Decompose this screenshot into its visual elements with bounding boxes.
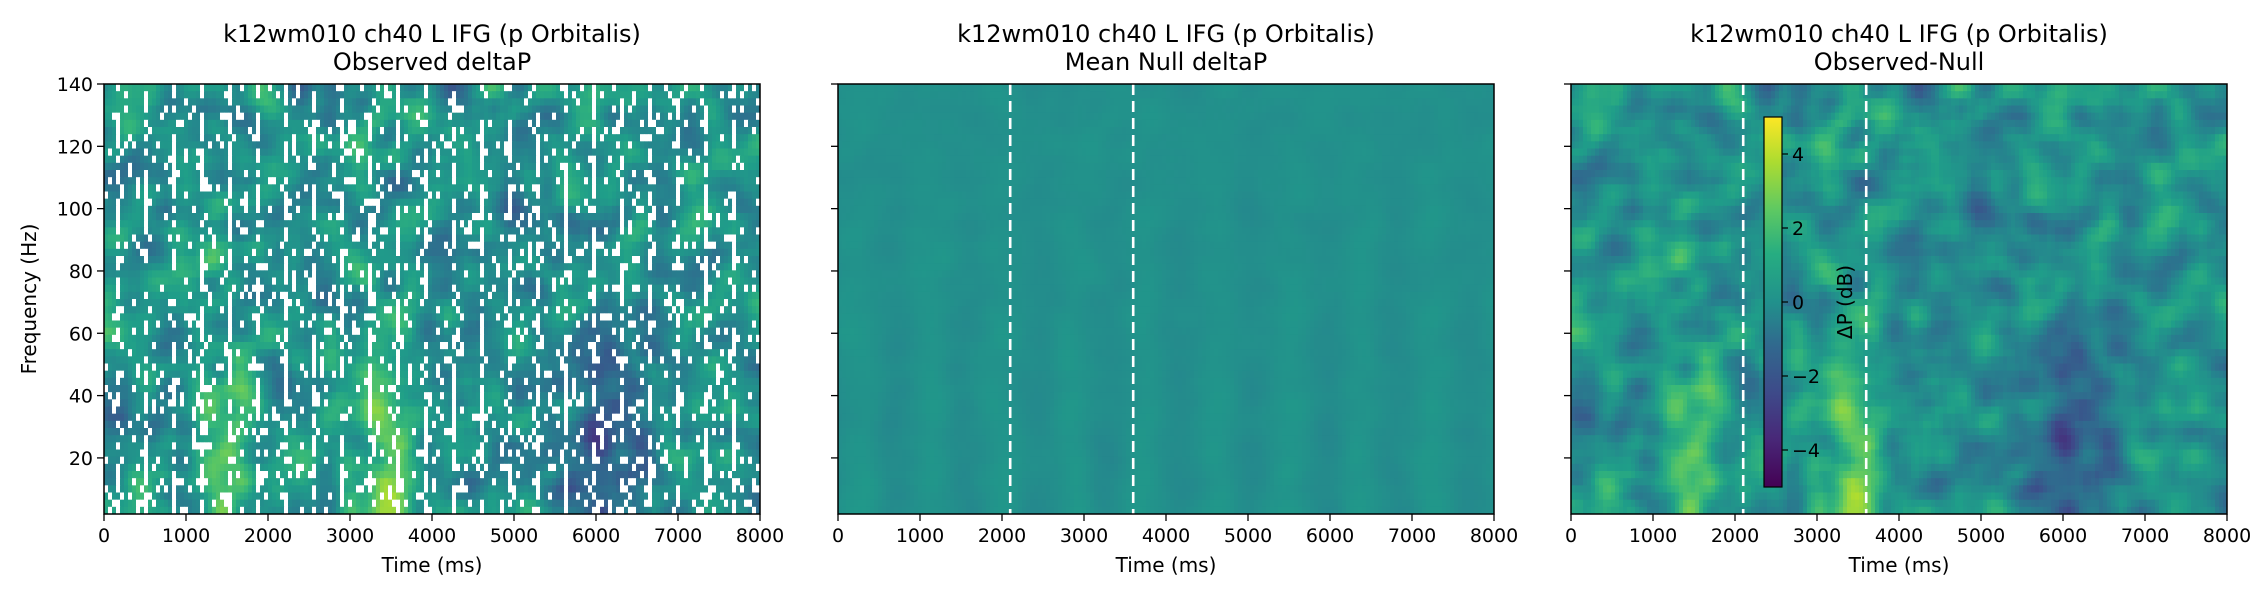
panel2-vlines xyxy=(1008,84,1135,514)
colorbar-tick-label: −4 xyxy=(1792,440,1820,462)
x-tick-label: 6000 xyxy=(1306,525,1354,547)
x-tick-label: 8000 xyxy=(736,525,784,547)
x-tick-label: 3000 xyxy=(1793,525,1841,547)
colorbar: 4 2 0 −2 −4 ΔP (dB) xyxy=(1763,116,1857,488)
panel1-subtitle: Observed deltaP xyxy=(333,48,531,76)
panel-observed-minus-null: k12wm010 ch40 L IFG (p Orbitalis) Observ… xyxy=(1564,20,2250,577)
colorbar-label: ΔP (dB) xyxy=(1833,265,1857,339)
panel1-ylabel: Frequency (Hz) xyxy=(17,224,41,375)
x-tick-label: 4000 xyxy=(1875,525,1923,547)
panel3-vlines xyxy=(1741,84,1868,514)
x-tick-label: 8000 xyxy=(1470,525,1518,547)
panel3-heatmap xyxy=(1571,84,2228,515)
y-tick-label: 140 xyxy=(57,74,93,96)
x-tick-label: 3000 xyxy=(1060,525,1108,547)
y-tick-label: 40 xyxy=(69,386,93,408)
y-tick-label: 100 xyxy=(57,199,93,221)
panel1-heatmap xyxy=(104,84,761,515)
y-tick-label: 20 xyxy=(69,448,93,470)
x-tick-label: 6000 xyxy=(572,525,620,547)
x-tick-label: 0 xyxy=(1565,525,1577,547)
x-tick-label: 1000 xyxy=(896,525,944,547)
y-tick-label: 120 xyxy=(57,136,93,158)
panel2-yticks xyxy=(831,83,838,459)
x-tick-label: 5000 xyxy=(1957,525,2005,547)
colorbar-gradient xyxy=(1763,116,1783,488)
colorbar-ticks: 4 2 0 −2 −4 xyxy=(1782,144,1820,462)
x-tick-label: 8000 xyxy=(2203,525,2250,547)
x-tick-label: 6000 xyxy=(2039,525,2087,547)
panel3-yticks xyxy=(1564,83,1571,459)
colorbar-tick-label: −2 xyxy=(1792,366,1820,388)
y-tick-label: 80 xyxy=(69,261,93,283)
x-tick-label: 7000 xyxy=(654,525,702,547)
x-tick-label: 4000 xyxy=(408,525,456,547)
panel1-yticks: 20 40 60 80 100 120 140 xyxy=(57,74,104,470)
panel2-subtitle: Mean Null deltaP xyxy=(1065,48,1267,76)
x-tick-label: 3000 xyxy=(326,525,374,547)
x-tick-label: 0 xyxy=(832,525,844,547)
x-tick-label: 1000 xyxy=(162,525,210,547)
panel1-xlabel: Time (ms) xyxy=(381,553,483,577)
panel1-title: k12wm010 ch40 L IFG (p Orbitalis) xyxy=(223,20,641,48)
panel3-xticks: 0 1000 2000 3000 4000 5000 6000 7000 8000 xyxy=(1565,514,2250,547)
colorbar-tick-label: 0 xyxy=(1792,292,1804,314)
panel2-xlabel: Time (ms) xyxy=(1115,553,1217,577)
panel2-title: k12wm010 ch40 L IFG (p Orbitalis) xyxy=(957,20,1375,48)
x-tick-label: 2000 xyxy=(1711,525,1759,547)
x-tick-label: 2000 xyxy=(978,525,1026,547)
x-tick-label: 7000 xyxy=(1388,525,1436,547)
panel2-heatmap xyxy=(838,84,1495,515)
panel-mean-null: k12wm010 ch40 L IFG (p Orbitalis) Mean N… xyxy=(831,20,1518,577)
x-tick-label: 2000 xyxy=(244,525,292,547)
panel3-xlabel: Time (ms) xyxy=(1848,553,1950,577)
x-tick-label: 7000 xyxy=(2121,525,2169,547)
x-tick-label: 4000 xyxy=(1142,525,1190,547)
panel-observed: k12wm010 ch40 L IFG (p Orbitalis) Observ… xyxy=(17,20,784,577)
y-tick-label: 60 xyxy=(69,323,93,345)
x-tick-label: 5000 xyxy=(490,525,538,547)
x-tick-label: 1000 xyxy=(1629,525,1677,547)
panel2-xticks: 0 1000 2000 3000 4000 5000 6000 7000 8000 xyxy=(832,514,1518,547)
colorbar-tick-label: 2 xyxy=(1792,218,1804,240)
panel3-title: k12wm010 ch40 L IFG (p Orbitalis) xyxy=(1690,20,2108,48)
panel3-subtitle: Observed-Null xyxy=(1814,48,1985,76)
x-tick-label: 0 xyxy=(98,525,110,547)
colorbar-tick-label: 4 xyxy=(1792,144,1804,166)
x-tick-label: 5000 xyxy=(1224,525,1272,547)
panel1-xticks: 0 1000 2000 3000 4000 5000 6000 7000 8000 xyxy=(98,514,784,547)
